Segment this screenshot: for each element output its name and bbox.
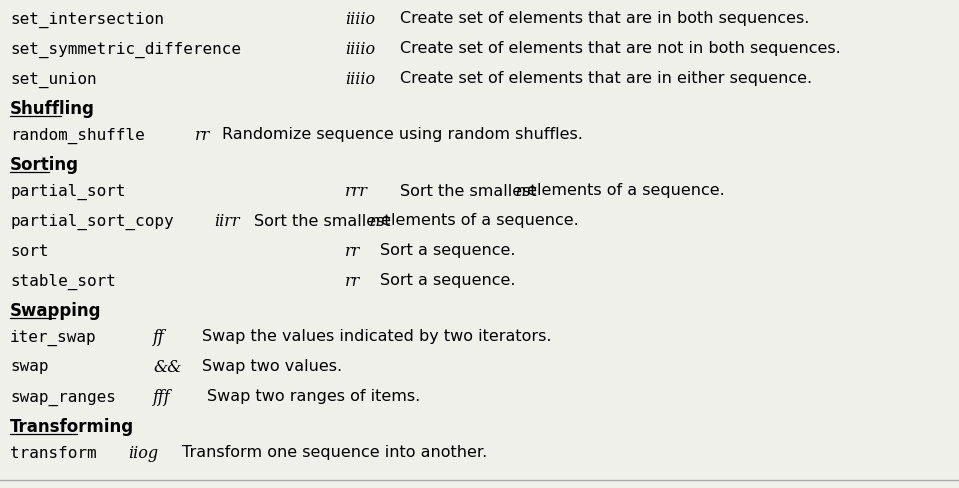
Text: Transform one sequence into another.: Transform one sequence into another.: [182, 446, 487, 461]
Text: Sort a sequence.: Sort a sequence.: [380, 244, 516, 259]
Text: n: n: [516, 183, 526, 199]
Text: &&: &&: [153, 359, 181, 375]
Text: set_union: set_union: [10, 72, 97, 88]
Text: iiog: iiog: [128, 445, 158, 462]
Text: sort: sort: [10, 244, 49, 259]
Text: Create set of elements that are not in both sequences.: Create set of elements that are not in b…: [400, 41, 841, 57]
Text: random_shuffle: random_shuffle: [10, 127, 145, 143]
Text: partial_sort_copy: partial_sort_copy: [10, 214, 174, 230]
Text: Create set of elements that are in either sequence.: Create set of elements that are in eithe…: [400, 72, 812, 86]
Text: fff: fff: [153, 388, 171, 406]
Text: Swap the values indicated by two iterators.: Swap the values indicated by two iterato…: [202, 329, 551, 345]
Text: rr: rr: [195, 126, 210, 143]
Text: Create set of elements that are in both sequences.: Create set of elements that are in both …: [400, 12, 809, 26]
Text: swap_ranges: swap_ranges: [10, 391, 116, 406]
Text: Swap two values.: Swap two values.: [202, 360, 342, 374]
Text: partial_sort: partial_sort: [10, 183, 126, 200]
Text: iiiio: iiiio: [345, 70, 375, 87]
Text: iiiio: iiiio: [345, 11, 375, 27]
Text: rr: rr: [345, 272, 361, 289]
Text: Swapping: Swapping: [10, 302, 102, 320]
Text: rrr: rrr: [345, 183, 368, 200]
Text: swap: swap: [10, 360, 49, 374]
Text: Randomize sequence using random shuffles.: Randomize sequence using random shuffles…: [222, 127, 583, 142]
Text: n: n: [369, 214, 380, 228]
Text: iiiio: iiiio: [345, 41, 375, 58]
Text: elements of a sequence.: elements of a sequence.: [376, 214, 578, 228]
Text: set_intersection: set_intersection: [10, 12, 164, 28]
Text: Swap two ranges of items.: Swap two ranges of items.: [207, 389, 420, 405]
Text: stable_sort: stable_sort: [10, 273, 116, 290]
Text: Transforming: Transforming: [10, 418, 134, 436]
Text: iter_swap: iter_swap: [10, 329, 97, 346]
Text: rr: rr: [345, 243, 361, 260]
Text: Sort the smallest: Sort the smallest: [400, 183, 542, 199]
Text: Sort the smallest: Sort the smallest: [254, 214, 396, 228]
Text: elements of a sequence.: elements of a sequence.: [522, 183, 725, 199]
Text: Shuffling: Shuffling: [10, 100, 95, 118]
Text: transform: transform: [10, 446, 97, 461]
Text: iirr: iirr: [214, 212, 240, 229]
Text: Sort a sequence.: Sort a sequence.: [380, 273, 516, 288]
Text: Sorting: Sorting: [10, 156, 79, 174]
Text: set_symmetric_difference: set_symmetric_difference: [10, 41, 241, 58]
Text: ff: ff: [153, 328, 165, 346]
